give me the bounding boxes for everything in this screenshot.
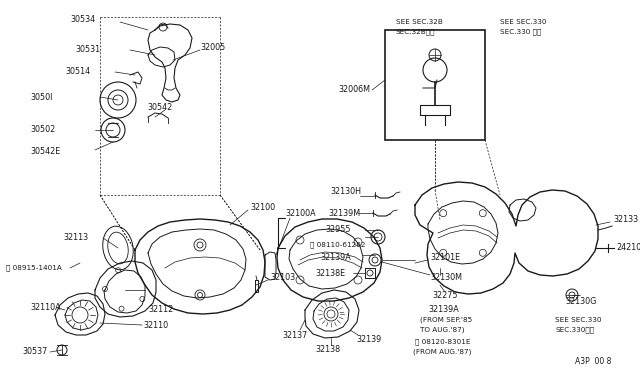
Text: (FROM SEP.'85: (FROM SEP.'85 bbox=[420, 317, 472, 323]
Text: 32006M: 32006M bbox=[338, 86, 370, 94]
Text: 30537: 30537 bbox=[22, 347, 47, 356]
Text: 30542E: 30542E bbox=[30, 148, 60, 157]
Text: SEE SEC.32B: SEE SEC.32B bbox=[396, 19, 443, 25]
Text: 30514: 30514 bbox=[65, 67, 90, 77]
Text: 32130G: 32130G bbox=[565, 298, 596, 307]
Text: 32100A: 32100A bbox=[285, 209, 316, 218]
Text: 32137: 32137 bbox=[282, 330, 307, 340]
Text: 32133: 32133 bbox=[613, 215, 638, 224]
Text: SEE SEC.330: SEE SEC.330 bbox=[555, 317, 602, 323]
Text: 32139M: 32139M bbox=[328, 208, 360, 218]
Text: 32101E: 32101E bbox=[430, 253, 460, 263]
Text: 32955: 32955 bbox=[325, 225, 351, 234]
Text: SEC.32B参照: SEC.32B参照 bbox=[396, 29, 435, 35]
Text: 32130H: 32130H bbox=[330, 187, 361, 196]
Text: 32112: 32112 bbox=[148, 305, 173, 314]
Text: 30531: 30531 bbox=[75, 45, 100, 55]
Text: 32103: 32103 bbox=[270, 273, 295, 282]
Text: 32100: 32100 bbox=[250, 203, 275, 212]
Text: SEC.330 参照: SEC.330 参照 bbox=[500, 29, 541, 35]
Text: 32275: 32275 bbox=[432, 291, 458, 299]
Text: (FROM AUG.'87): (FROM AUG.'87) bbox=[413, 349, 472, 355]
Text: 32138E: 32138E bbox=[315, 269, 345, 278]
Text: 32113: 32113 bbox=[63, 234, 88, 243]
Text: 32139A: 32139A bbox=[428, 305, 459, 314]
Text: TO AUG.'87): TO AUG.'87) bbox=[420, 327, 465, 333]
Text: 30502: 30502 bbox=[30, 125, 55, 135]
Text: 32130M: 32130M bbox=[430, 273, 462, 282]
Bar bbox=[385, 30, 485, 140]
Text: 30534: 30534 bbox=[70, 16, 95, 25]
Text: 3050l: 3050l bbox=[30, 93, 52, 102]
Text: SEC.330参照: SEC.330参照 bbox=[555, 327, 594, 333]
Text: A3P  00 8: A3P 00 8 bbox=[575, 357, 611, 366]
Text: 30542: 30542 bbox=[147, 103, 172, 112]
Text: Ⓑ 08120-8301E: Ⓑ 08120-8301E bbox=[415, 339, 470, 345]
Text: 32110: 32110 bbox=[143, 321, 168, 330]
Text: Ⓜ 08915-1401A: Ⓜ 08915-1401A bbox=[6, 265, 62, 271]
Text: 32005: 32005 bbox=[200, 44, 225, 52]
Text: 32138: 32138 bbox=[315, 346, 340, 355]
Text: Ⓑ 08110-61262: Ⓑ 08110-61262 bbox=[310, 242, 365, 248]
Text: SEE SEC.330: SEE SEC.330 bbox=[500, 19, 547, 25]
Text: 32139A: 32139A bbox=[320, 253, 351, 263]
Text: 24210W: 24210W bbox=[616, 244, 640, 253]
Text: 32110A: 32110A bbox=[30, 304, 61, 312]
Text: 32139: 32139 bbox=[356, 336, 381, 344]
